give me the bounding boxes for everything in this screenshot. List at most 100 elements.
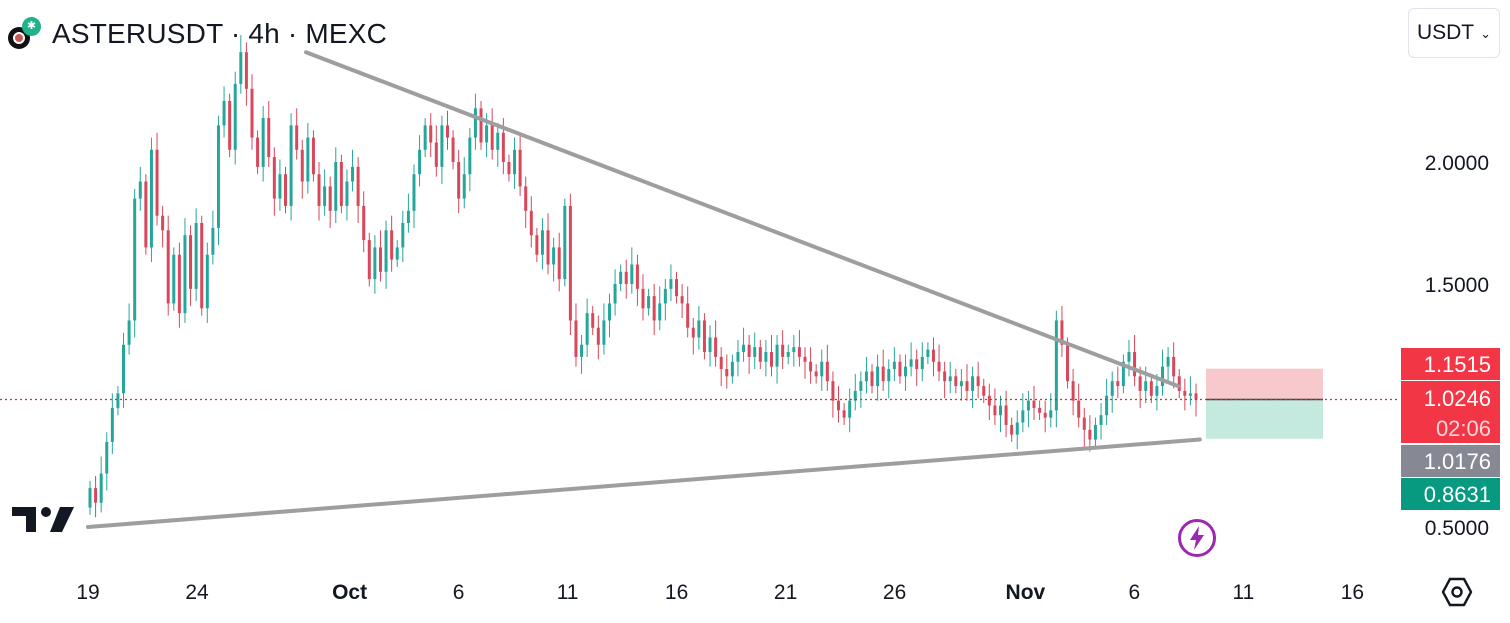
candle xyxy=(663,279,667,321)
x-tick-label: 16 xyxy=(665,581,688,604)
x-tick-label: 21 xyxy=(774,581,797,604)
candle xyxy=(166,215,170,316)
candle xyxy=(356,157,360,223)
candle xyxy=(462,157,466,209)
candle xyxy=(306,122,310,194)
candle xyxy=(797,330,801,367)
currency-selector-button[interactable]: USDT ⌄ xyxy=(1408,8,1500,58)
price-tag-text: 1.0246 xyxy=(1424,386,1491,411)
candle xyxy=(937,344,941,382)
candle xyxy=(753,332,757,370)
price-labels: 1.1515 1.0246 02:06 1.0176 0.8631 xyxy=(1401,348,1500,510)
price-tag-text: 1.0176 xyxy=(1424,449,1491,474)
candle xyxy=(596,315,600,360)
candle xyxy=(1049,393,1053,428)
candle xyxy=(468,127,472,192)
take-profit-zone[interactable] xyxy=(1206,399,1323,439)
candle xyxy=(915,349,919,387)
candle xyxy=(982,378,986,404)
candle xyxy=(250,74,254,150)
candle xyxy=(702,313,706,360)
tradingview-logo[interactable] xyxy=(12,504,74,534)
candle xyxy=(155,132,159,226)
candle xyxy=(691,318,695,355)
x-tick-label: 19 xyxy=(76,581,99,604)
candle xyxy=(630,247,634,294)
stop-loss-zone[interactable] xyxy=(1206,368,1323,400)
candle xyxy=(675,271,679,304)
candle xyxy=(406,193,410,233)
candle xyxy=(1015,410,1019,450)
x-tick-label: 11 xyxy=(557,581,579,604)
candle xyxy=(1183,378,1187,411)
candle xyxy=(976,361,980,399)
x-tick-label: 6 xyxy=(1129,581,1141,604)
candle xyxy=(244,42,248,106)
candle xyxy=(149,137,153,263)
candle xyxy=(122,332,126,408)
candle xyxy=(546,213,550,275)
candle xyxy=(362,191,366,253)
candle xyxy=(954,369,958,394)
candle xyxy=(540,218,544,270)
candle xyxy=(445,110,449,150)
settings-hexagon-icon[interactable] xyxy=(1441,576,1473,608)
candle xyxy=(328,176,332,228)
candle xyxy=(641,274,645,321)
lightning-icon[interactable] xyxy=(1177,518,1217,558)
candle xyxy=(507,154,511,182)
candle xyxy=(401,210,405,263)
candles-layer xyxy=(88,35,1198,518)
x-tick-label: 6 xyxy=(453,581,465,604)
candle xyxy=(1149,373,1153,404)
candle xyxy=(205,242,209,323)
candle xyxy=(172,247,176,311)
candle xyxy=(758,339,762,370)
trendlines-layer[interactable] xyxy=(86,50,1202,529)
candle xyxy=(1088,415,1092,452)
trendline-lower[interactable] xyxy=(86,437,1202,529)
candle xyxy=(233,71,237,165)
candle xyxy=(524,176,528,228)
trendline-upper[interactable] xyxy=(304,50,1180,389)
candle xyxy=(323,169,327,216)
candle xyxy=(239,35,243,94)
candle xyxy=(926,342,930,365)
candle xyxy=(585,298,589,357)
candle xyxy=(647,288,651,316)
candle xyxy=(998,395,1002,433)
candle xyxy=(1082,407,1086,447)
candle xyxy=(602,303,606,355)
candle xyxy=(1060,305,1064,357)
candle xyxy=(781,330,785,370)
candle xyxy=(1004,390,1008,438)
candle xyxy=(786,344,790,365)
candle xyxy=(373,235,377,294)
candle xyxy=(853,373,857,411)
candle xyxy=(965,364,969,401)
candle xyxy=(557,232,561,292)
candle xyxy=(887,359,891,399)
chart-title: ASTERUSDT · 4h · MEXC xyxy=(52,18,388,49)
price-tag xyxy=(1401,445,1500,477)
candle xyxy=(529,196,533,248)
y-tick-label: 2.0000 xyxy=(1425,152,1489,175)
candle xyxy=(769,335,773,377)
candle xyxy=(864,356,868,394)
candle xyxy=(222,86,226,138)
candle xyxy=(898,354,902,384)
candle xyxy=(931,337,935,377)
candle xyxy=(820,349,824,391)
candle xyxy=(1127,339,1131,377)
price-axis[interactable]: 2.0000 1.5000 0.5000 xyxy=(1425,152,1489,540)
candle xyxy=(1172,342,1176,389)
time-axis[interactable]: 19 24 Oct 6 11 16 21 26 Nov 6 11 16 xyxy=(76,581,1364,604)
candle xyxy=(792,335,796,367)
candle xyxy=(479,101,483,150)
candle xyxy=(742,327,746,362)
candle xyxy=(429,113,433,158)
candle xyxy=(1026,390,1030,428)
last-price-tag xyxy=(1401,381,1500,443)
candle xyxy=(1010,417,1014,442)
